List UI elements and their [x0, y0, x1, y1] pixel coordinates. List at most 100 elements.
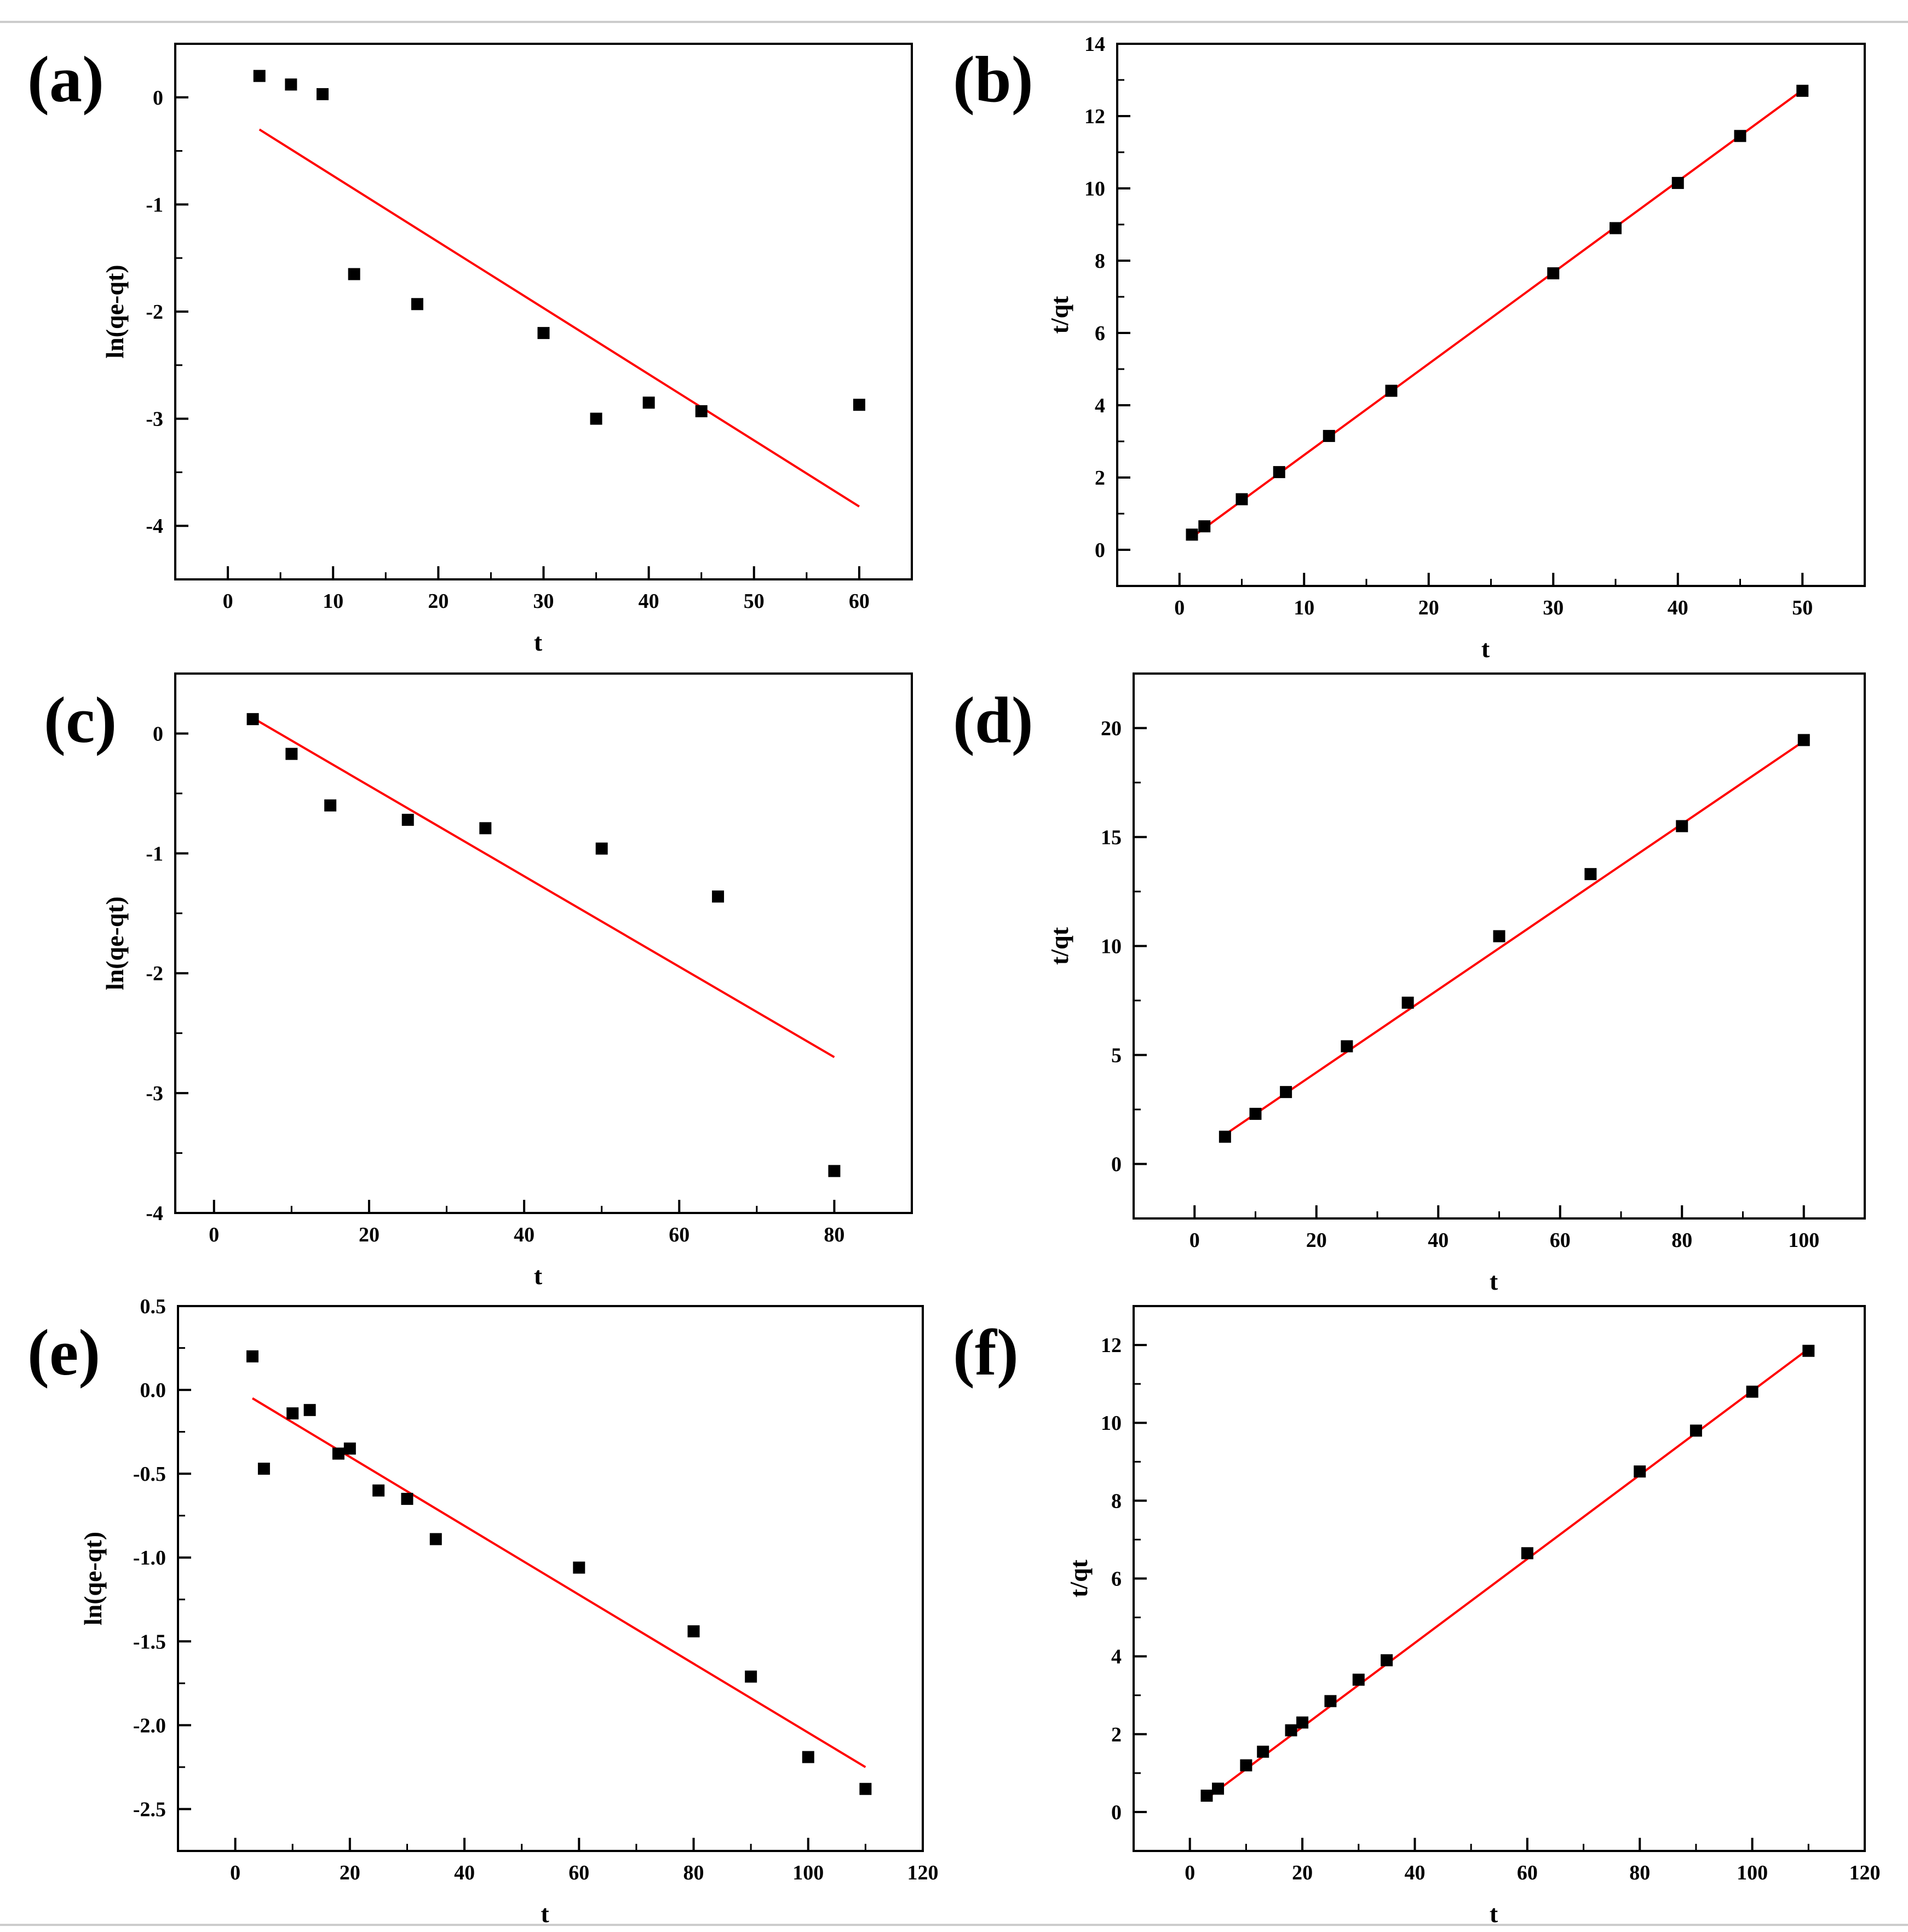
y-axis-label: ln(qe-qt) [79, 1532, 107, 1625]
data-point [1547, 267, 1560, 280]
x-tick-label: 50 [744, 590, 765, 613]
y-tick-label: -4 [146, 515, 163, 538]
chart-panel: 0 20 40 60 80 100 120 0.5 0.0 -0.5 -1.0 -1.5 -2.0 -2.… [27, 1295, 939, 1928]
data-point [246, 713, 259, 726]
data-point [1493, 930, 1505, 942]
x-tick-label: 20 [359, 1223, 380, 1246]
y-tick-label: 5 [1111, 1044, 1122, 1067]
data-point [1249, 1107, 1262, 1120]
data-point [687, 1625, 700, 1637]
y-tick-label: -2.5 [133, 1798, 166, 1821]
data-point [1671, 177, 1684, 189]
y-tick-label: 12 [1084, 105, 1105, 128]
y-tick-label: 0.5 [140, 1295, 166, 1318]
x-tick-label: 60 [568, 1861, 589, 1884]
data-point [253, 70, 266, 82]
data-point [590, 412, 602, 425]
y-tick-label: -1.0 [133, 1546, 166, 1569]
data-point [745, 1670, 757, 1683]
data-point [1341, 1040, 1353, 1053]
y-tick-label: 10 [1101, 935, 1122, 958]
chart-panel: 0 20 40 60 80 100 120 0 2 4 6 8 10 12 t t/qt (f) [953, 1305, 1881, 1928]
data-point [1746, 1385, 1758, 1398]
plot-frame [1133, 672, 1866, 1220]
x-axis-label: t [534, 628, 543, 656]
x-tick-label: 0 [230, 1861, 240, 1884]
x-axis-label: t [1490, 1900, 1498, 1928]
data-point [411, 298, 423, 311]
y-axis-label: t/qt [1045, 927, 1073, 965]
x-tick-label: 0 [209, 1223, 219, 1246]
data-point [1186, 528, 1198, 541]
x-axis-label: t [534, 1262, 543, 1290]
y-tick-label: -3 [146, 1082, 163, 1105]
x-axis-label: t [1490, 1267, 1498, 1295]
data-point [401, 1493, 413, 1505]
data-point [348, 268, 360, 280]
x-tick-label: 40 [1428, 1229, 1449, 1252]
y-tick-label: 0 [1095, 539, 1105, 562]
x-tick-label: 0 [223, 590, 233, 613]
x-tick-label: 80 [1629, 1861, 1650, 1884]
data-point [1352, 1674, 1365, 1686]
plot-frame [174, 672, 913, 1214]
data-point [286, 1407, 299, 1419]
y-tick-label: 8 [1111, 1490, 1122, 1513]
y-tick-label: 2 [1111, 1723, 1122, 1746]
x-tick-label: 60 [669, 1223, 689, 1246]
y-axis-label: t/qt [1065, 1559, 1093, 1597]
data-point [1584, 868, 1597, 881]
x-tick-label: 60 [1517, 1861, 1538, 1884]
x-axis-label: t [541, 1900, 549, 1928]
data-point [1296, 1716, 1309, 1729]
y-tick-label: -1.5 [133, 1630, 166, 1653]
x-tick-label: 20 [1306, 1229, 1327, 1252]
y-tick-label: 4 [1111, 1646, 1122, 1669]
x-tick-label: 60 [849, 590, 870, 613]
panel-tag: (a) [27, 43, 104, 116]
data-point [1796, 84, 1809, 97]
y-tick-label: -0.5 [133, 1463, 166, 1486]
data-point [1323, 430, 1335, 442]
x-tick-label: 30 [533, 590, 554, 613]
panel-tag: (b) [953, 43, 1033, 116]
data-point [429, 1533, 442, 1545]
data-point [1273, 466, 1285, 479]
data-point [401, 814, 414, 826]
data-point [1257, 1745, 1269, 1758]
x-tick-label: 40 [639, 590, 659, 613]
y-tick-label: 0.0 [140, 1379, 166, 1402]
data-point [537, 327, 550, 340]
data-point [317, 88, 329, 100]
data-point [595, 842, 608, 855]
data-point [257, 1462, 270, 1475]
data-point [573, 1561, 585, 1574]
fit-line [251, 1397, 866, 1768]
data-point [343, 1442, 356, 1455]
x-tick-label: 10 [1294, 596, 1314, 619]
x-axis-label: t [1481, 635, 1490, 663]
y-tick-label: -1 [146, 193, 163, 216]
x-tick-label: 0 [1185, 1861, 1195, 1884]
data-point [1802, 1344, 1815, 1357]
y-axis-label: ln(qe-qt) [101, 896, 129, 990]
data-point [285, 78, 297, 91]
x-tick-label: 80 [1671, 1229, 1692, 1252]
x-tick-label: 20 [1418, 596, 1439, 619]
data-point [1219, 1130, 1231, 1143]
y-tick-label: 14 [1084, 33, 1105, 56]
y-tick-label: 2 [1095, 467, 1105, 490]
data-point [1689, 1424, 1702, 1437]
x-tick-label: 50 [1792, 596, 1813, 619]
y-tick-label: 20 [1101, 717, 1122, 740]
y-tick-label: 10 [1101, 1412, 1122, 1435]
y-tick-label: 8 [1095, 250, 1105, 273]
x-tick-label: 40 [1404, 1861, 1425, 1884]
data-point [332, 1447, 344, 1460]
y-tick-label: 0 [153, 722, 163, 745]
data-point [1385, 384, 1398, 397]
data-point [1676, 820, 1688, 832]
panel-tag: (d) [953, 683, 1033, 756]
data-point [1200, 1790, 1213, 1802]
data-point [802, 1751, 814, 1763]
